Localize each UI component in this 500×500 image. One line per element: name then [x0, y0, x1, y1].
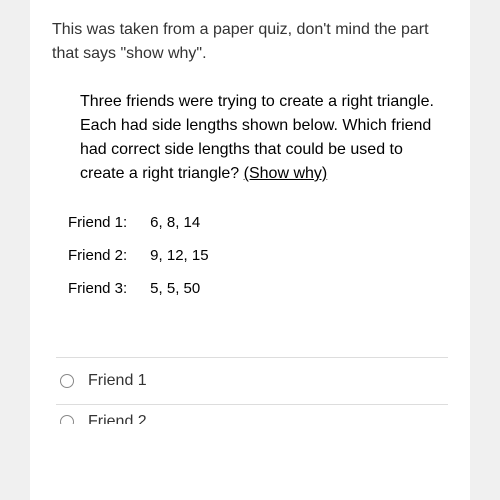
intro-text: This was taken from a paper quiz, don't …	[52, 18, 448, 66]
option-label: Friend 2	[88, 413, 147, 425]
question-block: Three friends were trying to create a ri…	[52, 90, 448, 186]
friends-list: Friend 1: 6, 8, 14 Friend 2: 9, 12, 15 F…	[52, 214, 448, 297]
friend-label: Friend 2:	[68, 247, 146, 264]
radio-icon[interactable]	[60, 374, 74, 388]
option-row[interactable]: Friend 2	[56, 404, 448, 424]
option-label: Friend 1	[88, 372, 147, 390]
friend-values: 5, 5, 50	[150, 280, 200, 297]
radio-icon[interactable]	[60, 415, 74, 425]
friend-row: Friend 2: 9, 12, 15	[68, 247, 448, 264]
question-card: This was taken from a paper quiz, don't …	[30, 0, 470, 500]
friend-label: Friend 1:	[68, 214, 146, 231]
friend-label: Friend 3:	[68, 280, 146, 297]
friend-values: 6, 8, 14	[150, 214, 200, 231]
friend-row: Friend 3: 5, 5, 50	[68, 280, 448, 297]
friend-row: Friend 1: 6, 8, 14	[68, 214, 448, 231]
friend-values: 9, 12, 15	[150, 247, 208, 264]
answer-options: Friend 1 Friend 2	[52, 357, 448, 424]
option-row[interactable]: Friend 1	[56, 357, 448, 404]
question-text: Three friends were trying to create a ri…	[80, 90, 448, 186]
show-why: (Show why)	[244, 165, 328, 182]
